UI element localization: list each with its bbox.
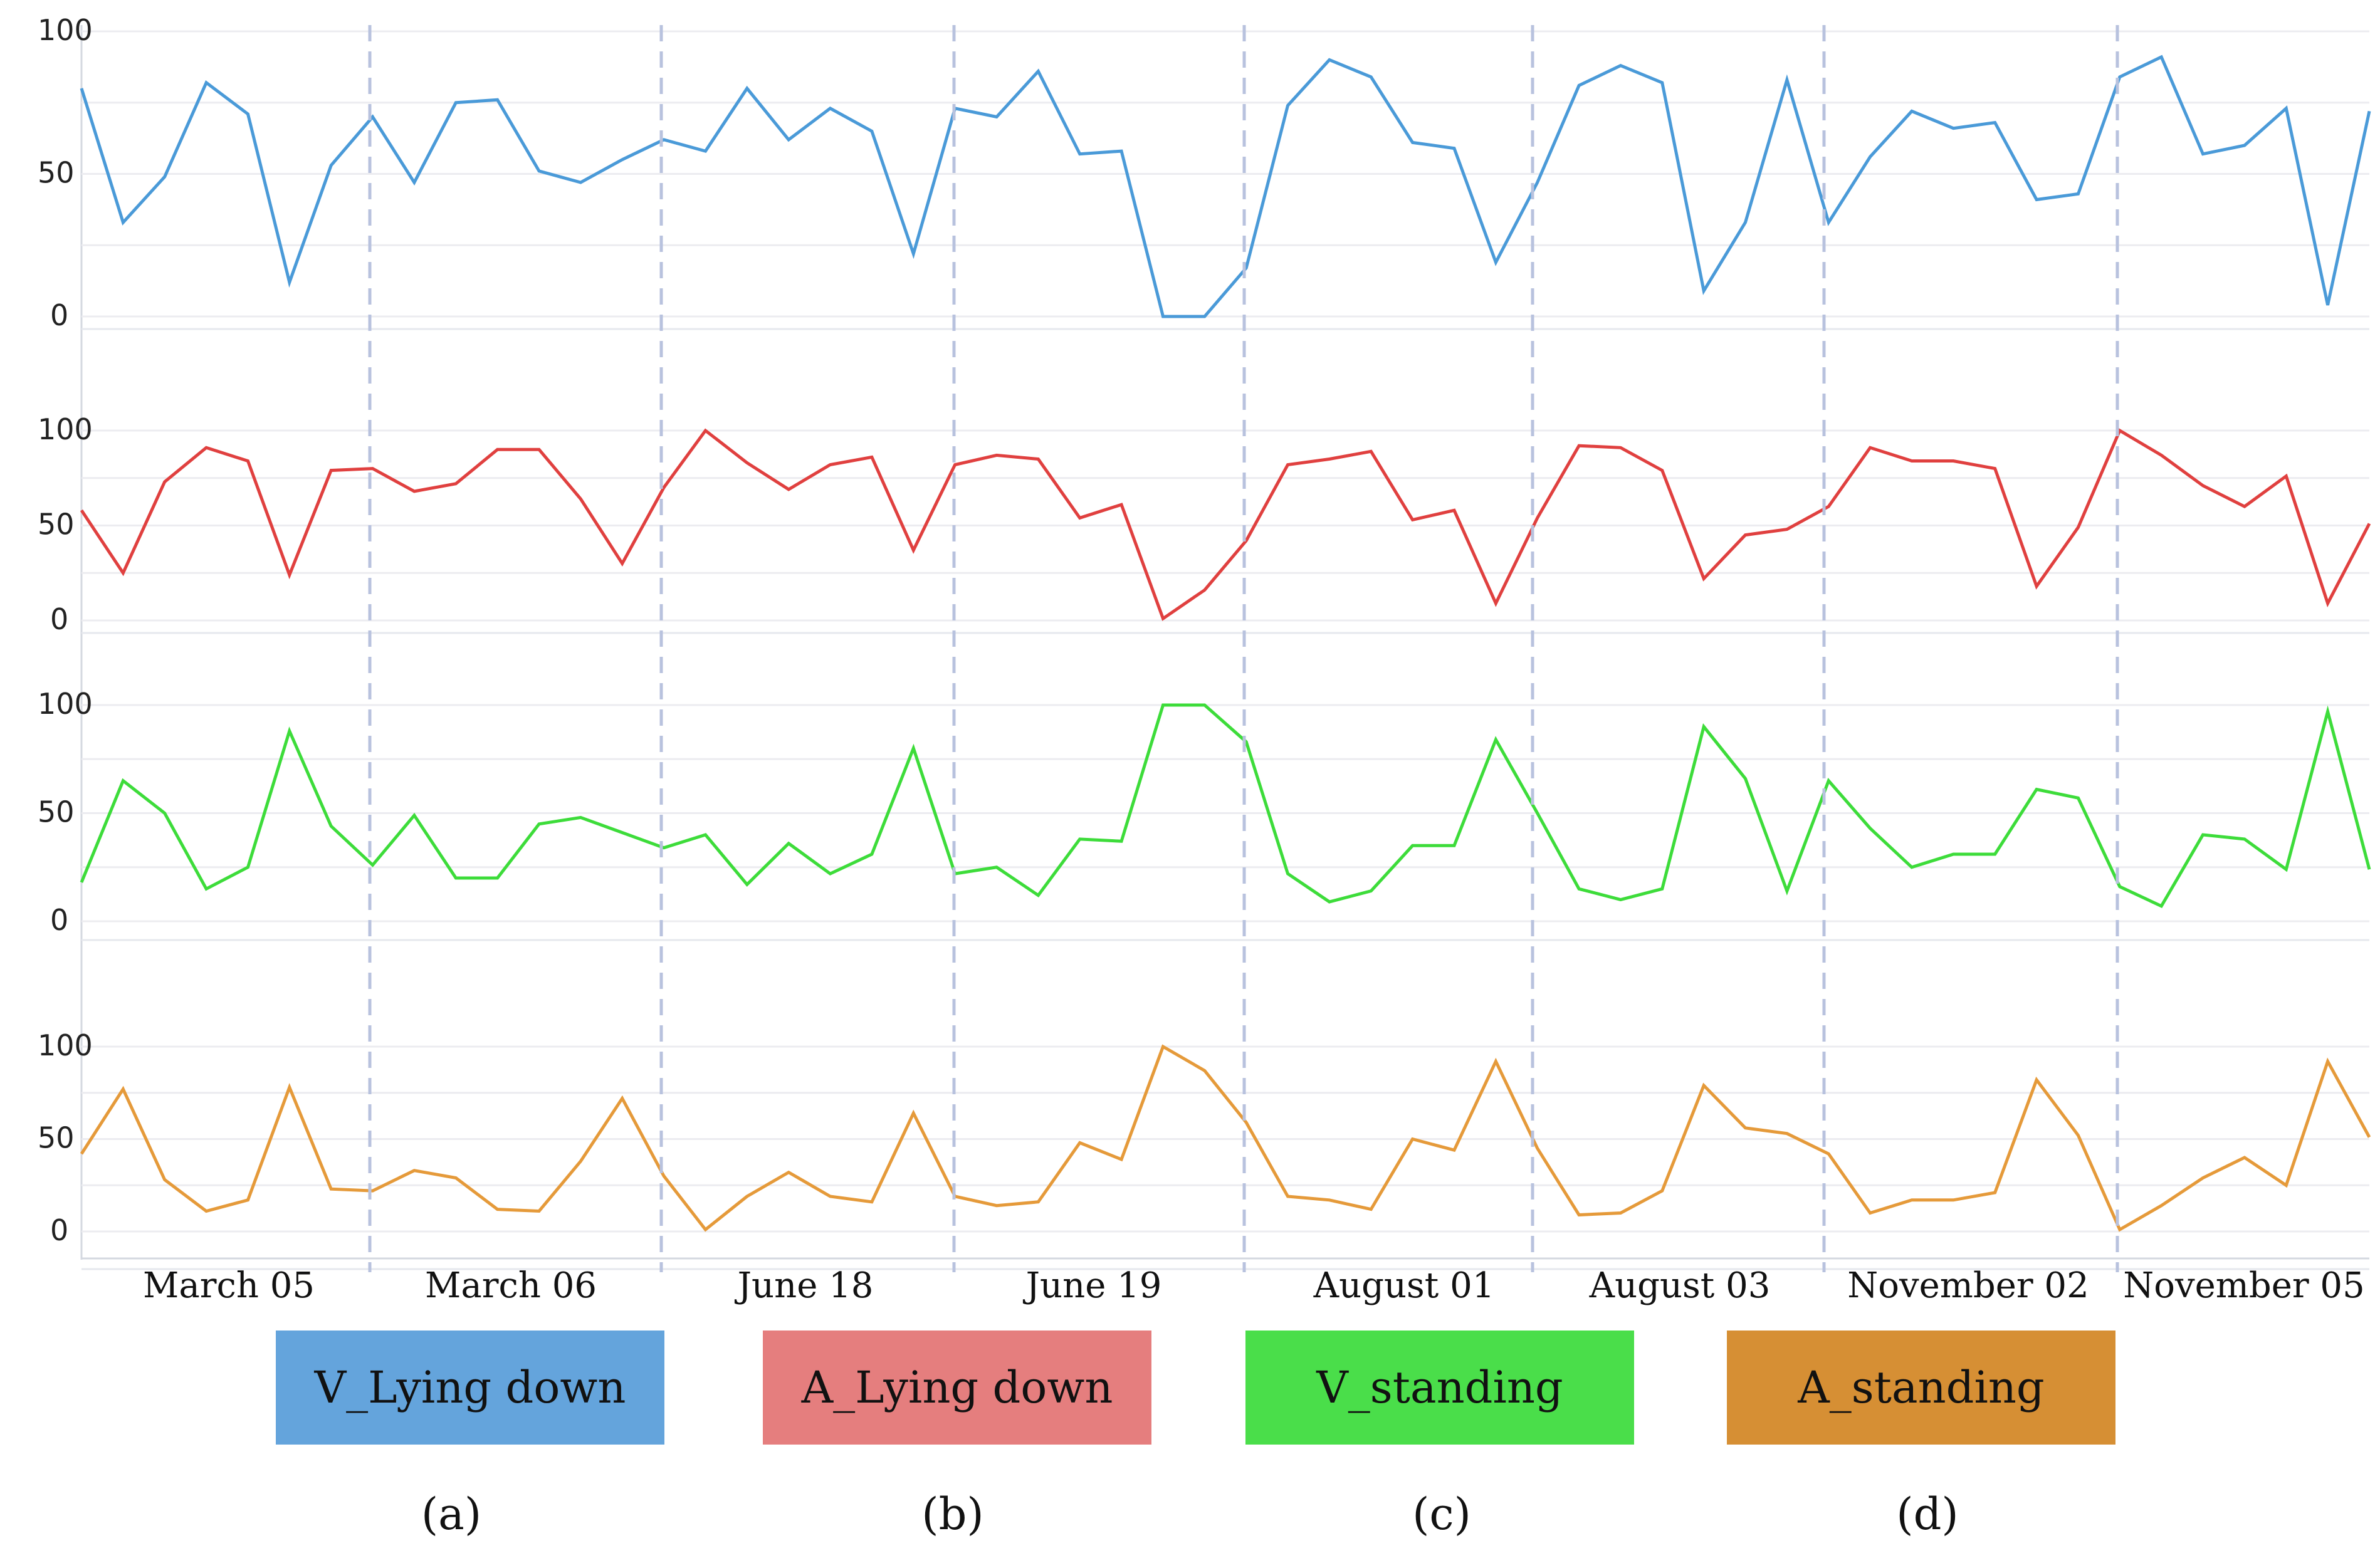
- y-tick-label: 0: [50, 602, 68, 636]
- y-tick-label: 50: [38, 795, 75, 829]
- legend-label: A_standing: [1798, 1362, 2045, 1413]
- legend-v-standing: V_standing: [1245, 1331, 1634, 1445]
- legend-label: V_Lying down: [314, 1362, 626, 1413]
- x-tick-label: November 05: [2123, 1265, 2364, 1306]
- series-line-0: [80, 55, 2371, 318]
- y-tick-label: 0: [50, 1213, 68, 1247]
- x-tick-label: March 06: [425, 1265, 597, 1306]
- legend-label: A_Lying down: [801, 1362, 1113, 1413]
- y-tick-label: 100: [38, 1028, 93, 1062]
- y-tick-label: 100: [38, 412, 93, 446]
- y-tick-label: 50: [38, 156, 75, 190]
- y-tick-label: 100: [38, 13, 93, 47]
- y-tick-label: 0: [50, 903, 68, 937]
- x-tick-label: June 19: [1023, 1265, 1162, 1306]
- x-tick-label: March 05: [143, 1265, 315, 1306]
- series-line-1: [80, 428, 2371, 621]
- y-tick-label: 50: [38, 1121, 75, 1155]
- x-tick-label: August 01: [1313, 1265, 1495, 1306]
- sub-label-a: (a): [421, 1488, 482, 1540]
- y-tick-label: 0: [50, 298, 68, 332]
- sub-label-d: (d): [1896, 1488, 1959, 1540]
- series-line-3: [80, 1044, 2371, 1232]
- sub-label-c: (c): [1412, 1488, 1471, 1540]
- series-line-2: [80, 703, 2371, 909]
- legend-a-lying-down: A_Lying down: [763, 1331, 1151, 1445]
- y-tick-label: 100: [38, 687, 93, 721]
- x-tick-label: June 18: [735, 1265, 874, 1306]
- x-tick-label: November 02: [1847, 1265, 2089, 1306]
- legend-v-lying-down: V_Lying down: [276, 1331, 664, 1445]
- y-tick-label: 50: [38, 508, 75, 541]
- x-tick-label: August 03: [1589, 1265, 1771, 1306]
- sub-label-b: (b): [921, 1488, 984, 1540]
- legend-a-standing: A_standing: [1727, 1331, 2115, 1445]
- legend-label: V_standing: [1316, 1362, 1563, 1413]
